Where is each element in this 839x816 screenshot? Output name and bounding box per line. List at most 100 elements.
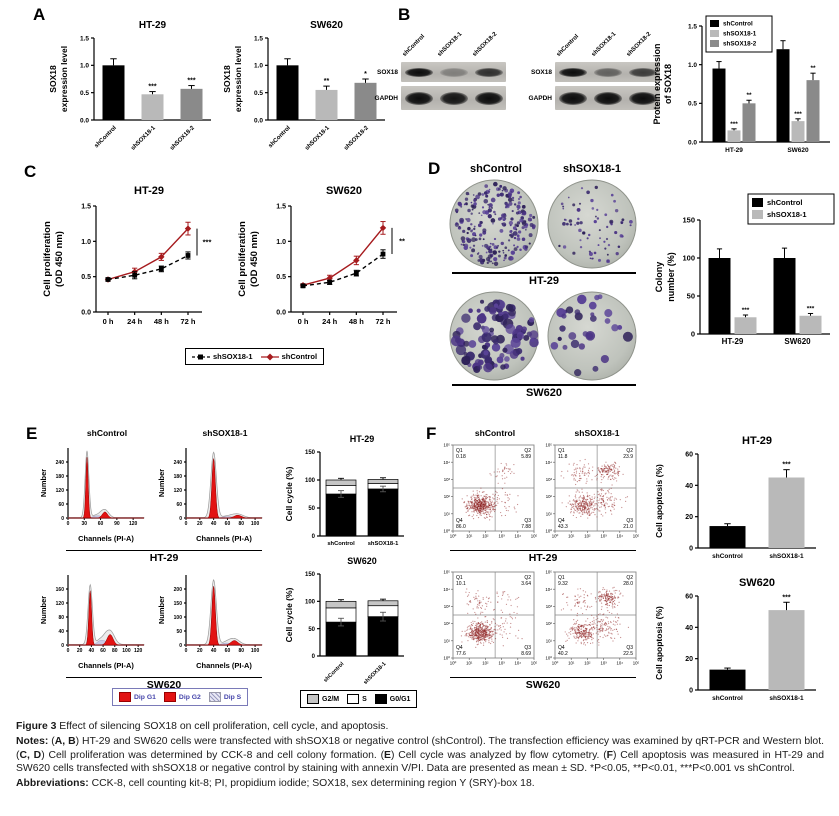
svg-text:180: 180 bbox=[56, 474, 65, 480]
svg-text:shSOX18-2: shSOX18-2 bbox=[343, 125, 370, 152]
svg-text:Q4: Q4 bbox=[558, 645, 565, 651]
e-col-header-shsox18-1: shSOX18-1 bbox=[202, 428, 248, 438]
svg-text:120: 120 bbox=[56, 601, 65, 607]
svg-text:SOX18: SOX18 bbox=[222, 65, 232, 93]
svg-text:shSOX18-1: shSOX18-1 bbox=[769, 695, 804, 702]
svg-text:200: 200 bbox=[174, 587, 183, 593]
svg-text:10⁵: 10⁵ bbox=[531, 661, 538, 666]
svg-text:1.5: 1.5 bbox=[254, 35, 263, 42]
proliferation-legend: shSOX18-1 shControl bbox=[185, 348, 325, 365]
svg-text:10³: 10³ bbox=[546, 604, 553, 609]
svg-text:60: 60 bbox=[98, 521, 104, 527]
svg-text:10²: 10² bbox=[444, 621, 451, 626]
svg-text:of SOX18: of SOX18 bbox=[663, 64, 673, 104]
svg-text:0: 0 bbox=[185, 648, 188, 654]
svg-text:20: 20 bbox=[77, 648, 83, 654]
panel-label-b: B bbox=[398, 5, 411, 24]
svg-text:0 h: 0 h bbox=[298, 317, 309, 326]
legend-entry-shcontrol: shControl bbox=[260, 352, 318, 361]
svg-text:8.69: 8.69 bbox=[521, 651, 531, 657]
f-col-header-shcontrol: shControl bbox=[474, 428, 516, 438]
svg-text:72 h: 72 h bbox=[180, 317, 195, 326]
svg-text:***: *** bbox=[742, 307, 750, 314]
svg-text:10⁵: 10⁵ bbox=[633, 661, 640, 666]
svg-text:0.0: 0.0 bbox=[81, 310, 91, 317]
e-row-caption-ht29: HT-29 bbox=[66, 550, 262, 564]
svg-text:10²: 10² bbox=[482, 661, 489, 666]
svg-text:1.5: 1.5 bbox=[276, 204, 286, 211]
svg-text:HT-29: HT-29 bbox=[134, 185, 164, 197]
svg-text:28.0: 28.0 bbox=[623, 581, 633, 587]
svg-text:Number: Number bbox=[157, 596, 166, 624]
svg-text:80: 80 bbox=[58, 615, 64, 621]
svg-text:40: 40 bbox=[211, 648, 217, 654]
svg-text:shControl: shControl bbox=[323, 661, 346, 684]
svg-text:150: 150 bbox=[174, 601, 183, 607]
blot-lane-label: shControl bbox=[401, 33, 427, 58]
caption-notes: Notes: (A, B) HT-29 and SW620 cells were… bbox=[16, 735, 824, 775]
scatter-sw620-shcontrol: 10⁰ 10⁰ 10¹ 10¹ 10² 10² 10³ 10³ 10⁴ 10⁴ 10⁵ 10⁵ Q1 10… bbox=[438, 567, 540, 676]
legend-entry-shsox18-1: shSOX18-1 bbox=[192, 352, 253, 361]
svg-text:shSOX18-1: shSOX18-1 bbox=[363, 661, 388, 686]
svg-text:21.0: 21.0 bbox=[623, 524, 633, 530]
svg-text:10²: 10² bbox=[584, 661, 591, 666]
bar-chart-sox18-sw620: SW620 SOX18 expression level 0.0 0.5 1.0 1.5 sh… bbox=[222, 12, 397, 169]
svg-text:10⁴: 10⁴ bbox=[545, 460, 552, 465]
apoptosis-scatter-grid: shControl shSOX18-1 10⁰ 10⁰ 10¹ 10¹ 10² 10² 10… bbox=[438, 428, 646, 691]
svg-text:10⁰: 10⁰ bbox=[443, 656, 450, 661]
panel-label-c: C bbox=[24, 162, 37, 181]
svg-text:10³: 10³ bbox=[444, 604, 451, 609]
blot-strip bbox=[401, 86, 506, 110]
svg-text:Channels (PI-A): Channels (PI-A) bbox=[78, 534, 134, 543]
svg-text:60: 60 bbox=[685, 452, 693, 459]
blot-lane-label: shSOX18-2 bbox=[625, 31, 653, 58]
svg-text:72 h: 72 h bbox=[375, 317, 390, 326]
dip-g1-entry: Dip G1 bbox=[119, 692, 156, 702]
dip-s-swatch-icon bbox=[208, 692, 221, 702]
svg-text:10¹: 10¹ bbox=[466, 534, 473, 539]
svg-text:Q1: Q1 bbox=[456, 448, 463, 454]
svg-text:90: 90 bbox=[114, 521, 120, 527]
panel-label-e: E bbox=[26, 424, 38, 443]
svg-text:HT-29: HT-29 bbox=[742, 435, 772, 447]
svg-text:0.5: 0.5 bbox=[80, 90, 89, 97]
svg-text:0: 0 bbox=[691, 330, 695, 339]
blot-row-label: GAPDH bbox=[374, 94, 398, 102]
svg-text:***: *** bbox=[203, 238, 212, 247]
d-row-caption-sw620: SW620 bbox=[452, 384, 636, 399]
svg-text:10⁴: 10⁴ bbox=[514, 661, 521, 666]
dip-g2-entry: Dip G2 bbox=[163, 692, 201, 702]
d-col-header-shcontrol: shControl bbox=[470, 163, 522, 175]
line-chart-proliferation-ht29: HT-29 Cell proliferation (OD 450 nm) 0.0 0.5… bbox=[38, 180, 234, 351]
panel-label-f: F bbox=[426, 424, 437, 443]
svg-text:1.5: 1.5 bbox=[80, 35, 89, 42]
svg-text:10⁰: 10⁰ bbox=[443, 529, 450, 534]
svg-text:Q3: Q3 bbox=[524, 518, 531, 524]
svg-text:*: * bbox=[364, 71, 367, 78]
legend-label-shsox18-1: shSOX18-1 bbox=[213, 352, 253, 361]
blot-strip bbox=[401, 62, 506, 82]
svg-text:10³: 10³ bbox=[498, 534, 505, 539]
svg-text:Q3: Q3 bbox=[524, 645, 531, 651]
dip-g1-swatch-icon bbox=[119, 692, 131, 702]
legend-label-shcontrol: shControl bbox=[281, 352, 318, 361]
svg-text:20: 20 bbox=[685, 656, 693, 663]
svg-text:40: 40 bbox=[58, 629, 64, 635]
svg-text:40: 40 bbox=[89, 648, 95, 654]
svg-text:150: 150 bbox=[682, 216, 695, 225]
svg-text:Q4: Q4 bbox=[456, 645, 463, 651]
svg-text:60: 60 bbox=[176, 502, 182, 508]
svg-text:120: 120 bbox=[129, 521, 138, 527]
histogram-ht29-shsox18-1: Number Channels (PI-A) 0 60 120 180 240 0 20 40 60… bbox=[156, 440, 274, 549]
svg-text:Q1: Q1 bbox=[558, 448, 565, 454]
svg-text:40: 40 bbox=[685, 483, 693, 490]
scatter-sw620-shsox18-1: 10⁰ 10⁰ 10¹ 10¹ 10² 10² 10³ 10³ 10⁴ 10⁴ 10⁵ 10⁵ Q1 9.… bbox=[540, 567, 642, 676]
f-col-header-shsox18-1: shSOX18-1 bbox=[574, 428, 620, 438]
svg-text:3.64: 3.64 bbox=[521, 581, 531, 587]
caption-abbreviations: Abbreviations: CCK-8, cell counting kit-… bbox=[16, 778, 535, 790]
svg-text:**: ** bbox=[399, 236, 405, 245]
svg-text:20: 20 bbox=[197, 521, 203, 527]
blot-row-label: SOX18 bbox=[377, 68, 398, 76]
svg-text:50: 50 bbox=[176, 629, 182, 635]
svg-text:30: 30 bbox=[82, 521, 88, 527]
